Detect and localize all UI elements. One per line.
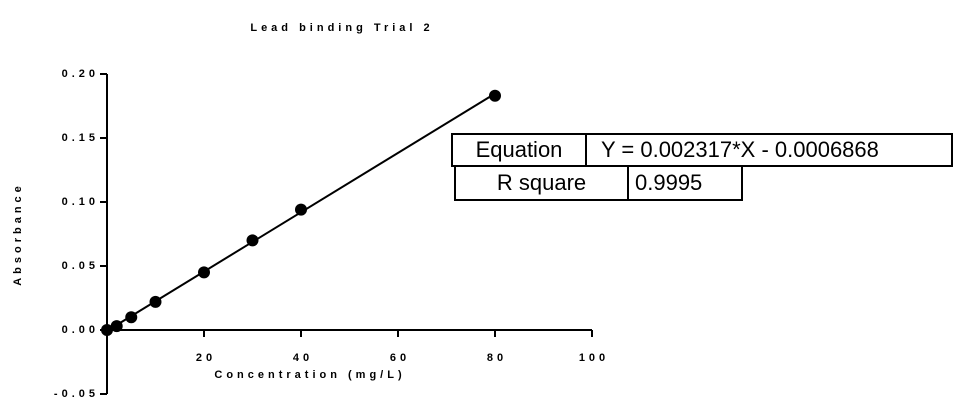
data-point (101, 324, 113, 336)
data-point (110, 320, 123, 333)
x-tick-label: 20 (196, 352, 216, 364)
data-point (125, 311, 138, 324)
x-tick-label: 80 (487, 352, 507, 364)
table-value: Y = 0.002317*X - 0.0006868 (601, 137, 879, 162)
table-label: Equation (476, 137, 563, 162)
data-point (149, 295, 162, 308)
chart-title: Lead binding Trial 2 (250, 22, 433, 34)
table-cell (585, 133, 953, 167)
data-point (246, 234, 259, 247)
data-point (198, 266, 210, 279)
table-label: R square (497, 170, 586, 195)
y-tick-label: 0.05 (62, 260, 99, 272)
y-tick-label: 0.15 (62, 132, 99, 144)
y-tick-label: 0.10 (62, 196, 99, 208)
x-tick-label: 100 (579, 352, 609, 364)
data-point (489, 89, 501, 102)
y-tick-label: 0.20 (62, 68, 99, 80)
table-cell (627, 165, 743, 201)
table-value: 0.9995 (635, 170, 702, 195)
x-tick-label: 40 (293, 352, 313, 364)
x-axis-label: Concentration (mg/L) (214, 369, 405, 381)
y-tick-label: 0.00 (62, 324, 99, 336)
data-point (295, 203, 307, 216)
y-tick-label: -0.05 (54, 388, 99, 400)
x-tick-label: 60 (390, 352, 410, 364)
y-axis-label: Absorbance (12, 182, 24, 286)
